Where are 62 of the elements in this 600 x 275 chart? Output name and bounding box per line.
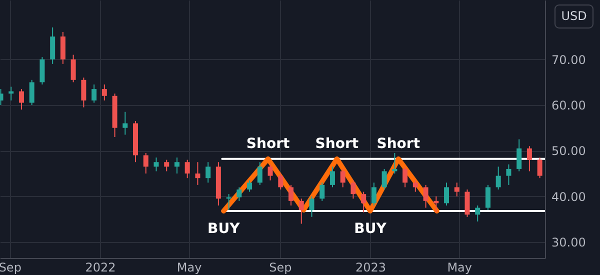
candlestick — [18, 88, 24, 110]
candlestick — [475, 204, 480, 222]
candlestick — [70, 54, 76, 83]
candlestick — [195, 162, 200, 186]
x-tick-label: May — [176, 260, 202, 274]
candlestick — [330, 166, 335, 188]
candlestick — [247, 180, 252, 192]
annotation: BUY — [354, 220, 388, 237]
candlestick — [485, 184, 490, 211]
candlestick — [423, 184, 428, 208]
candlestick — [537, 157, 542, 179]
x-tick-label: 2023 — [355, 260, 386, 274]
candlestick — [496, 166, 501, 190]
candlestick — [444, 182, 450, 206]
candlestick — [320, 182, 325, 202]
candlestick — [29, 79, 34, 106]
candlestick — [402, 166, 408, 188]
candlestick — [412, 180, 418, 192]
candlestick — [288, 184, 294, 206]
candlestick — [81, 77, 86, 108]
candlestick — [40, 56, 45, 85]
candlestick — [361, 191, 366, 213]
candlestick — [268, 164, 273, 181]
candlestick — [122, 111, 128, 136]
y-tick-label: 50.00 — [552, 144, 586, 158]
annotation: Short — [315, 136, 359, 152]
y-tick-label: 60.00 — [552, 98, 586, 113]
x-tick-label: 2022 — [85, 260, 116, 274]
y-tick-label: 70.00 — [552, 52, 586, 67]
x-tick-label: May — [447, 260, 472, 274]
candlestick — [60, 31, 66, 64]
y-tick-label: 30.00 — [552, 236, 586, 250]
candlestick — [92, 84, 97, 104]
annotation: Short — [246, 136, 290, 152]
candlestick — [526, 146, 532, 172]
candlestick — [236, 186, 242, 202]
candlestick — [340, 168, 346, 188]
candlestick — [143, 152, 148, 174]
candlestick — [278, 173, 284, 190]
candlestick — [154, 157, 159, 172]
candlestick — [206, 162, 211, 184]
candlestick — [257, 162, 262, 186]
candlestick — [464, 189, 470, 218]
y-tick-label: 40.00 — [552, 190, 586, 204]
annotation: BUY — [208, 220, 241, 237]
candlestick — [298, 198, 304, 224]
candlestick — [382, 168, 387, 190]
candlestick — [454, 182, 460, 197]
x-tick-label: Sep — [0, 260, 22, 274]
candlestick — [506, 164, 512, 186]
candlestick — [50, 26, 56, 64]
candlestick — [102, 84, 107, 101]
candlestick — [184, 159, 190, 179]
candlestick — [516, 138, 522, 172]
candlestick — [371, 182, 376, 206]
x-tick-label: Sep — [269, 260, 292, 274]
candlestick — [174, 157, 180, 174]
candlestick — [350, 180, 356, 200]
text: USD — [561, 9, 587, 23]
candlestick — [164, 159, 170, 172]
annotation: Short — [376, 136, 420, 152]
candlestick — [309, 196, 314, 218]
